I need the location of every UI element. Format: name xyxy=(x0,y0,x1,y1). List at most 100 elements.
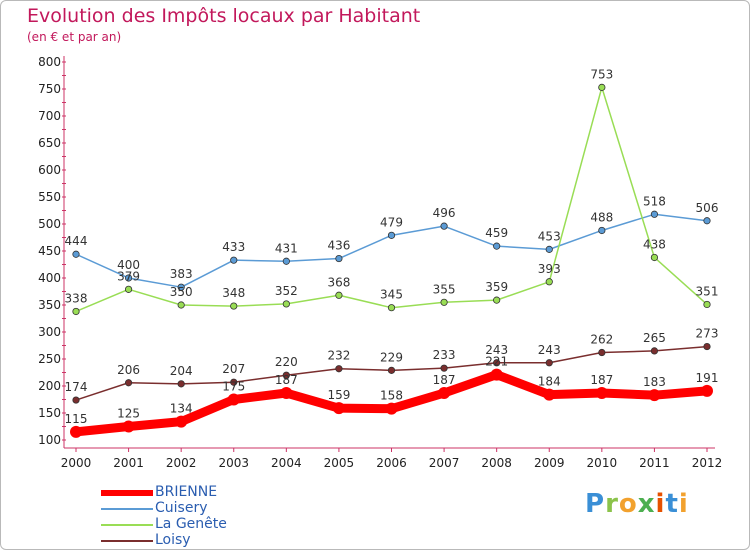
data-label: 400 xyxy=(117,258,140,272)
data-point xyxy=(72,307,80,316)
data-point xyxy=(230,302,238,310)
proxiti-logo: Proxiti xyxy=(585,489,689,519)
data-point xyxy=(703,342,711,351)
chart-legend: BRIENNE Cuisery La Genête Loisy xyxy=(101,484,321,549)
data-label: 233 xyxy=(433,348,456,362)
legend-item-loisy: Loisy xyxy=(101,532,321,549)
logo-letter: r xyxy=(605,489,619,519)
legend-label-brienne: BRIENNE xyxy=(155,484,218,500)
data-label: 393 xyxy=(538,262,561,276)
y-tick-label: 800 xyxy=(38,55,61,69)
data-label: 433 xyxy=(222,240,245,254)
y-tick-label: 350 xyxy=(38,298,61,312)
y-tick-label: 650 xyxy=(38,136,61,150)
data-label: 436 xyxy=(327,239,350,253)
y-tick-label: 450 xyxy=(38,244,61,258)
data-label: 262 xyxy=(590,333,613,347)
data-point xyxy=(177,380,185,388)
data-point xyxy=(440,222,448,230)
data-point xyxy=(177,301,185,309)
x-tick-label: 2002 xyxy=(166,456,197,470)
data-point xyxy=(124,379,133,387)
data-label: 134 xyxy=(170,402,193,416)
y-tick-label: 750 xyxy=(38,82,61,96)
legend-item-la-genete: La Genête xyxy=(101,516,321,533)
data-label: 496 xyxy=(433,206,456,220)
logo-letter: P xyxy=(585,489,606,519)
legend-swatch-cuisery xyxy=(101,508,153,510)
data-label: 753 xyxy=(590,67,613,81)
data-label: 350 xyxy=(170,285,193,299)
data-label: 355 xyxy=(433,282,456,296)
data-label: 352 xyxy=(275,284,298,298)
data-label: 184 xyxy=(538,375,561,389)
x-tick-label: 2009 xyxy=(534,456,565,470)
x-tick-label: 2010 xyxy=(587,456,618,470)
data-label: 345 xyxy=(380,288,403,302)
data-label: 159 xyxy=(327,388,350,402)
data-point xyxy=(177,283,185,291)
legend-item-cuisery: Cuisery xyxy=(101,500,321,517)
data-point xyxy=(493,359,501,367)
data-point xyxy=(70,425,82,438)
y-tick-label: 100 xyxy=(38,433,61,447)
data-label: 459 xyxy=(485,226,508,240)
data-label: 518 xyxy=(643,194,666,208)
legend-swatch-brienne xyxy=(101,490,153,496)
x-tick-label: 2003 xyxy=(218,456,249,470)
legend-label-cuisery: Cuisery xyxy=(155,500,208,516)
data-label: 383 xyxy=(170,267,193,281)
data-point xyxy=(387,231,396,239)
data-point xyxy=(543,388,556,401)
data-label: 359 xyxy=(485,280,508,294)
data-point xyxy=(595,387,608,400)
x-tick-label: 2007 xyxy=(429,456,460,470)
y-tick-label: 700 xyxy=(38,109,61,123)
data-label: 220 xyxy=(275,355,298,369)
data-point xyxy=(124,274,133,282)
data-label: 438 xyxy=(643,237,666,251)
y-tick-label: 550 xyxy=(38,190,61,204)
data-label: 229 xyxy=(380,350,403,364)
data-label: 206 xyxy=(117,363,140,377)
x-tick-label: 2011 xyxy=(639,456,670,470)
data-point xyxy=(650,253,659,262)
data-point xyxy=(280,387,293,400)
x-tick-label: 2008 xyxy=(481,456,512,470)
data-point xyxy=(545,359,553,367)
data-point xyxy=(650,347,659,355)
data-point xyxy=(335,291,343,299)
data-point xyxy=(335,365,343,373)
logo-letter: o xyxy=(618,489,638,519)
data-label: 187 xyxy=(275,373,298,387)
data-point xyxy=(124,285,133,293)
data-point xyxy=(493,296,501,304)
data-point xyxy=(440,298,448,306)
data-point xyxy=(387,304,396,312)
y-tick-label: 250 xyxy=(38,352,61,366)
legend-item-brienne: BRIENNE xyxy=(101,484,321,501)
data-label: 187 xyxy=(433,373,456,387)
legend-swatch-loisy xyxy=(101,540,153,542)
data-point xyxy=(387,366,396,374)
data-point xyxy=(282,300,290,308)
data-label: 431 xyxy=(275,241,298,255)
data-point xyxy=(598,226,606,235)
data-label: 243 xyxy=(485,343,508,357)
data-point xyxy=(282,257,290,265)
data-label: 207 xyxy=(222,362,245,376)
logo-letter: i xyxy=(678,489,689,519)
data-label: 115 xyxy=(65,412,88,426)
data-label: 221 xyxy=(485,355,508,369)
data-label: 187 xyxy=(590,373,613,387)
x-tick-label: 2006 xyxy=(376,456,407,470)
data-label: 232 xyxy=(327,349,350,363)
data-label: 453 xyxy=(538,229,561,243)
y-tick-label: 600 xyxy=(38,163,61,177)
legend-swatch-la-genete xyxy=(101,524,153,526)
data-point xyxy=(545,278,553,286)
data-label: 175 xyxy=(222,380,245,394)
chart-title: Evolution des Impôts locaux par Habitant xyxy=(27,5,421,27)
data-label: 204 xyxy=(170,364,193,378)
data-label: 273 xyxy=(696,327,719,341)
